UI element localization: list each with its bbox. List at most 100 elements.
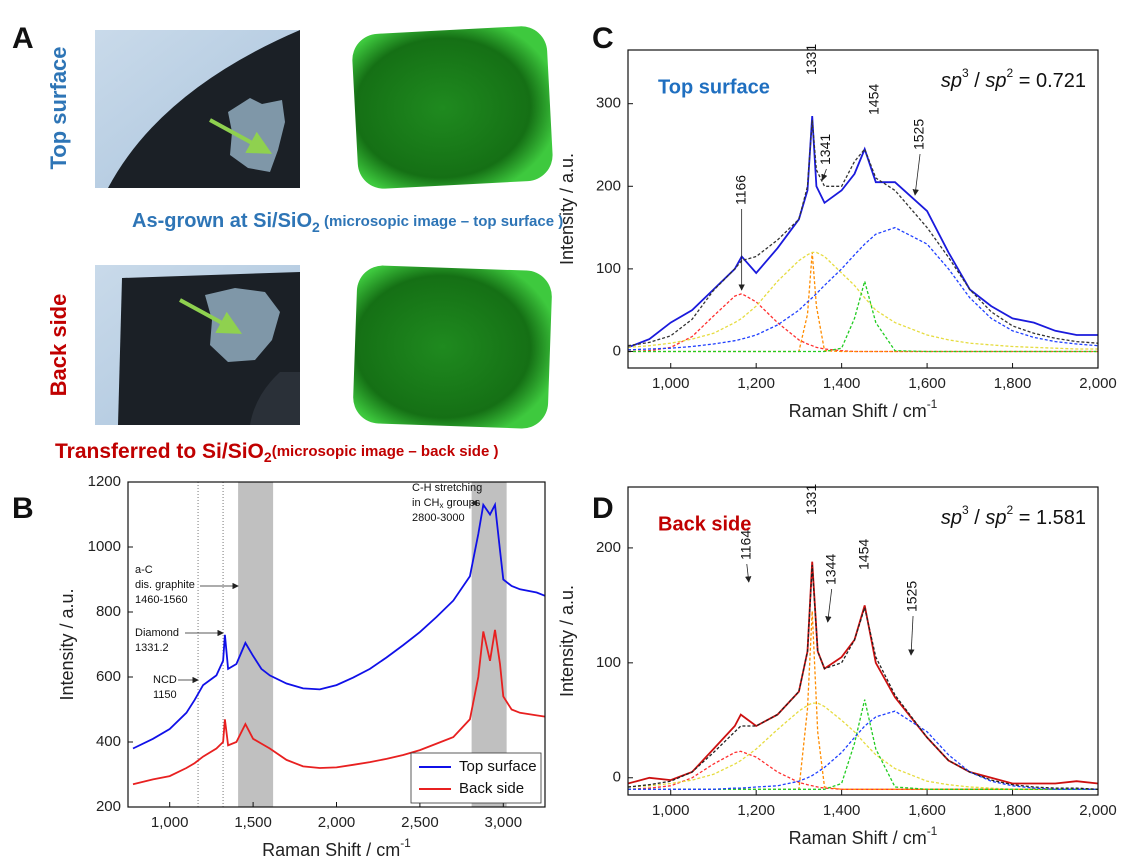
peak-arrow [908, 615, 915, 656]
x-tick-label: 1,000 [652, 802, 690, 819]
legend-label: Top surface [459, 758, 537, 775]
peak-label: 1166 [732, 175, 748, 205]
x-tick-label: 1,400 [823, 802, 861, 819]
caption-part: As-grown at Si/SiO [132, 210, 312, 232]
panel-letter: D [592, 492, 614, 525]
chart-title: Top surface [658, 76, 770, 98]
ratio-part: 3 [962, 66, 969, 80]
series-line [628, 699, 1098, 790]
series-line [627, 251, 1098, 350]
x-axis-label: Raman Shift / cm-1 [262, 836, 411, 860]
peak-label: 1525 [911, 119, 927, 150]
x-tick-label: 1,800 [994, 802, 1032, 819]
caption-part: Transferred to Si/SiO [55, 440, 264, 463]
photo-green-top [352, 26, 553, 189]
chart-title: Back side [658, 513, 751, 535]
plot-frame [627, 486, 1099, 796]
peak-arrow [745, 563, 752, 583]
ratio: sp3 / sp2 = 0.721 [941, 66, 1086, 92]
y-tick-label: 800 [96, 603, 121, 620]
peak-label: 1525 [904, 581, 920, 612]
series-line [627, 561, 1099, 785]
x-axis-label-sup: -1 [927, 397, 938, 411]
series-line [132, 629, 546, 786]
peak-label: 1164 [738, 530, 754, 560]
y-axis-label: Intensity / a.u. [557, 153, 577, 265]
caption-part: (microsopic image – top surface ) [320, 213, 563, 230]
x-tick-label: 1,200 [737, 375, 775, 392]
annotation: 2800-3000 [412, 512, 465, 524]
caption: As-grown at Si/SiO2 (microsopic image – … [132, 210, 563, 234]
series-line [628, 252, 1098, 353]
peak-arrow [912, 153, 921, 196]
x-axis-label-sup: -1 [927, 824, 938, 838]
plot-frame [627, 49, 1099, 369]
ratio-part: / [969, 70, 986, 92]
panel-letter: C [592, 22, 614, 55]
y-tick-label: 0 [613, 342, 621, 359]
x-tick-label: 1,000 [652, 375, 690, 392]
photo-green-back [353, 265, 552, 429]
ratio-part: / [969, 507, 986, 529]
annotation: in CHx groups [412, 497, 481, 510]
y-tick-label: 100 [596, 260, 621, 277]
x-tick-label: 2,000 [318, 814, 356, 831]
x-tick-label: 1,200 [737, 802, 775, 819]
y-tick-label: 0 [613, 769, 621, 786]
series-line [628, 611, 1098, 790]
x-axis-label: Raman Shift / cm-1 [789, 397, 938, 421]
ratio-part: sp [985, 507, 1006, 529]
x-tick-label: 1,600 [908, 802, 946, 819]
x-axis-label-sup: -1 [400, 836, 411, 850]
annotation: dis. graphite [135, 579, 195, 591]
y-tick-label: 200 [596, 177, 621, 194]
ratio-part: = 0.721 [1013, 70, 1086, 92]
peak-arrow [821, 168, 828, 181]
x-tick-label: 1,400 [823, 375, 861, 392]
photo-back [95, 265, 300, 425]
ratio-part: 3 [962, 503, 969, 517]
x-tick-label: 1,500 [234, 814, 272, 831]
caption-sub: 2 [264, 449, 272, 465]
y-tick-label: 200 [96, 798, 121, 815]
y-tick-label: 300 [596, 95, 621, 112]
series-line [132, 501, 546, 750]
peak-label: 1454 [865, 84, 881, 115]
x-axis-label-part: Raman Shift / cm [789, 401, 927, 421]
annotation-sub: x [440, 501, 444, 510]
x-axis-label: Raman Shift / cm-1 [789, 824, 938, 848]
ratio-part: sp [941, 507, 962, 529]
annotation: a-C [135, 564, 153, 576]
x-tick-label: 2,500 [401, 814, 439, 831]
x-tick-label: 1,800 [994, 375, 1032, 392]
legend-box [410, 752, 542, 804]
y-tick-label: 100 [596, 654, 621, 671]
legend-label: Back side [459, 780, 524, 797]
caption-part: (microsopic image – back side ) [272, 443, 499, 460]
series-line [627, 565, 1099, 790]
caption: Transferred to Si/SiO2(microsopic image … [55, 440, 498, 465]
y-axis-label: Intensity / a.u. [57, 588, 77, 700]
peak-label: 1344 [822, 554, 838, 585]
peak-label: 1331 [803, 484, 819, 515]
annotation: 1150 [153, 689, 177, 701]
y-axis-label: Intensity / a.u. [557, 585, 577, 697]
x-tick-label: 3,000 [485, 814, 523, 831]
y-tick-label: 1000 [88, 538, 121, 555]
ratio-part: 2 [1006, 503, 1013, 517]
ratio-part: 2 [1006, 66, 1013, 80]
peak-label: 1454 [855, 539, 871, 570]
series-line [628, 710, 1098, 790]
peak-label: 1341 [817, 134, 833, 165]
y-tick-label: 600 [96, 668, 121, 685]
annotation: 1460-1560 [135, 594, 188, 606]
annotation: C-H stretching [412, 482, 482, 494]
x-axis-label-part: Raman Shift / cm [789, 828, 927, 848]
y-tick-label: 400 [96, 733, 121, 750]
series-line [627, 292, 1098, 353]
photo-top [95, 30, 300, 188]
y-tick-label: 1200 [88, 473, 121, 490]
ratio-part: sp [985, 70, 1006, 92]
ratio-part: = 1.581 [1013, 507, 1086, 529]
